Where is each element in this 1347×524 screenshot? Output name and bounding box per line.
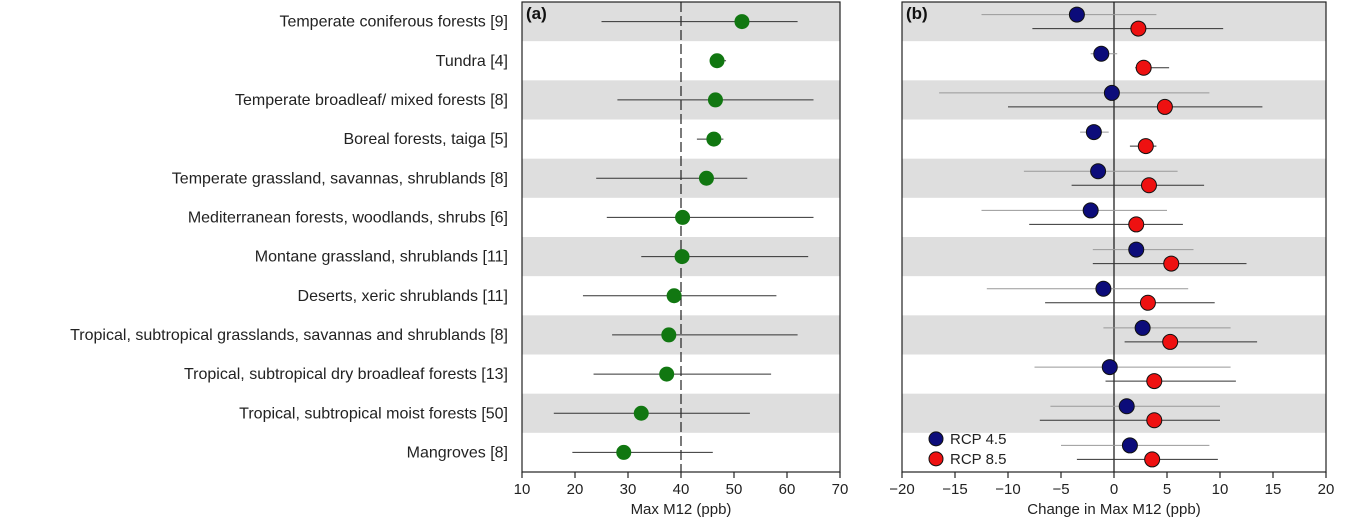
data-point (616, 444, 632, 460)
data-point (1082, 202, 1099, 219)
x-tick-label: 30 (620, 481, 637, 498)
data-point (1134, 319, 1151, 336)
panel-label: (b) (906, 4, 928, 23)
legend: RCP 4.5 RCP 8.5 (928, 431, 1006, 468)
x-tick-label: 20 (1318, 481, 1335, 498)
data-point (1146, 373, 1163, 390)
data-point (1090, 163, 1107, 180)
category-label: Montane grassland, shrublands [11] (255, 249, 508, 266)
x-tick-label: 70 (832, 481, 849, 498)
data-point (1162, 333, 1179, 350)
x-tick-label: 10 (514, 481, 531, 498)
legend-marker (928, 451, 944, 467)
data-point (698, 170, 714, 186)
legend-label: RCP 8.5 (950, 451, 1006, 468)
data-point (1121, 437, 1138, 454)
data-point (1085, 124, 1102, 141)
legend-marker (928, 431, 944, 447)
category-label: Mangroves [8] (407, 444, 508, 461)
data-point (1118, 398, 1135, 415)
x-tick-label: 10 (1212, 481, 1229, 498)
x-tick-label: −15 (942, 481, 967, 498)
panel-label: (a) (526, 4, 547, 23)
x-tick-label: −20 (889, 481, 914, 498)
x-tick-label: 15 (1265, 481, 1282, 498)
category-label: Mediterranean forests, woodlands, shrubs… (188, 209, 508, 226)
category-label: Tropical, subtropical grasslands, savann… (70, 327, 508, 344)
data-point (1139, 294, 1156, 311)
category-label: Boreal forests, taiga [5] (343, 131, 508, 148)
data-point (661, 327, 677, 343)
category-label: Temperate broadleaf/ mixed forests [8] (235, 92, 508, 109)
data-point (709, 53, 725, 69)
panel-b: −20 −15 −10 −5 0 5 10 15 20 Change in Max M12 (pp… (889, 1, 1335, 518)
x-tick-label: −10 (995, 481, 1020, 498)
data-point (1128, 216, 1145, 233)
x-tick-label: 40 (673, 481, 690, 498)
data-point (734, 14, 750, 30)
data-point (1068, 6, 1085, 23)
category-label: Tropical, subtropical moist forests [50] (239, 405, 508, 422)
data-point (1128, 241, 1145, 258)
data-point (659, 366, 675, 382)
x-axis-label: Change in Max M12 (ppb) (1027, 501, 1200, 518)
x-tick-label: 5 (1163, 481, 1171, 498)
data-point (1095, 280, 1112, 297)
data-point (706, 131, 722, 147)
data-point (675, 209, 691, 225)
data-point (633, 405, 649, 421)
x-tick-label: 0 (1110, 481, 1118, 498)
data-point (674, 249, 690, 265)
data-point (1140, 177, 1157, 194)
x-tick-label: 20 (567, 481, 584, 498)
x-tick-label: 60 (779, 481, 796, 498)
data-point (666, 288, 682, 304)
legend-label: RCP 4.5 (950, 431, 1006, 448)
category-label: Tropical, subtropical dry broadleaf fore… (184, 366, 508, 383)
data-point (707, 92, 723, 108)
x-tick-label: 50 (726, 481, 743, 498)
data-point (1130, 20, 1147, 37)
x-tick-label: −5 (1052, 481, 1069, 498)
data-point (1135, 59, 1152, 76)
category-label: Temperate grassland, savannas, shrubland… (172, 170, 508, 187)
data-point (1156, 98, 1173, 115)
panel-a: 10 20 30 40 50 60 70 Max M12 (ppb) (a) Temperate … (70, 1, 849, 518)
category-label: Temperate coniferous forests [9] (279, 14, 508, 31)
data-point (1146, 412, 1163, 429)
x-axis-label: Max M12 (ppb) (631, 501, 732, 518)
data-point (1103, 84, 1120, 101)
data-point (1137, 138, 1154, 155)
category-label: Deserts, xeric shrublands [11] (298, 288, 508, 305)
data-point (1101, 359, 1118, 376)
category-label: Tundra [4] (436, 53, 508, 70)
data-point (1144, 451, 1161, 468)
data-point (1093, 45, 1110, 62)
data-point (1163, 255, 1180, 272)
